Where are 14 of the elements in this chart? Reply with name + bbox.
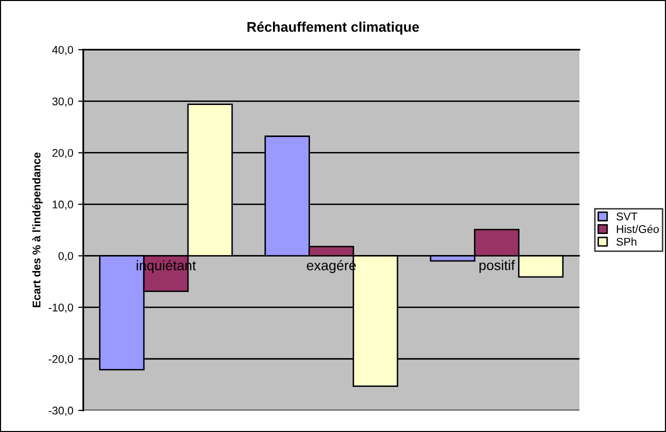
legend-label: SPh	[616, 238, 636, 246]
y-tick-label: 0,0	[58, 252, 74, 262]
y-tick-label: 20,0	[52, 149, 74, 158]
y-tick-label: 30,0	[52, 97, 74, 107]
x-tick-label: positif	[479, 260, 515, 273]
y-tick-label: 40,0	[52, 46, 74, 56]
y-axis-title: Ecart des % à l'indépendance	[32, 152, 43, 308]
y-tick-label: -20,0	[48, 355, 74, 364]
y-tick-label: -10,0	[48, 304, 74, 313]
y-tick-label: -30,0	[48, 406, 74, 416]
chart-title: Réchauffement climatique	[247, 22, 419, 35]
legend-label: SVT	[616, 212, 638, 220]
y-tick-label: 10,0	[52, 200, 74, 210]
legend-label: Hist/Géo	[616, 224, 659, 234]
